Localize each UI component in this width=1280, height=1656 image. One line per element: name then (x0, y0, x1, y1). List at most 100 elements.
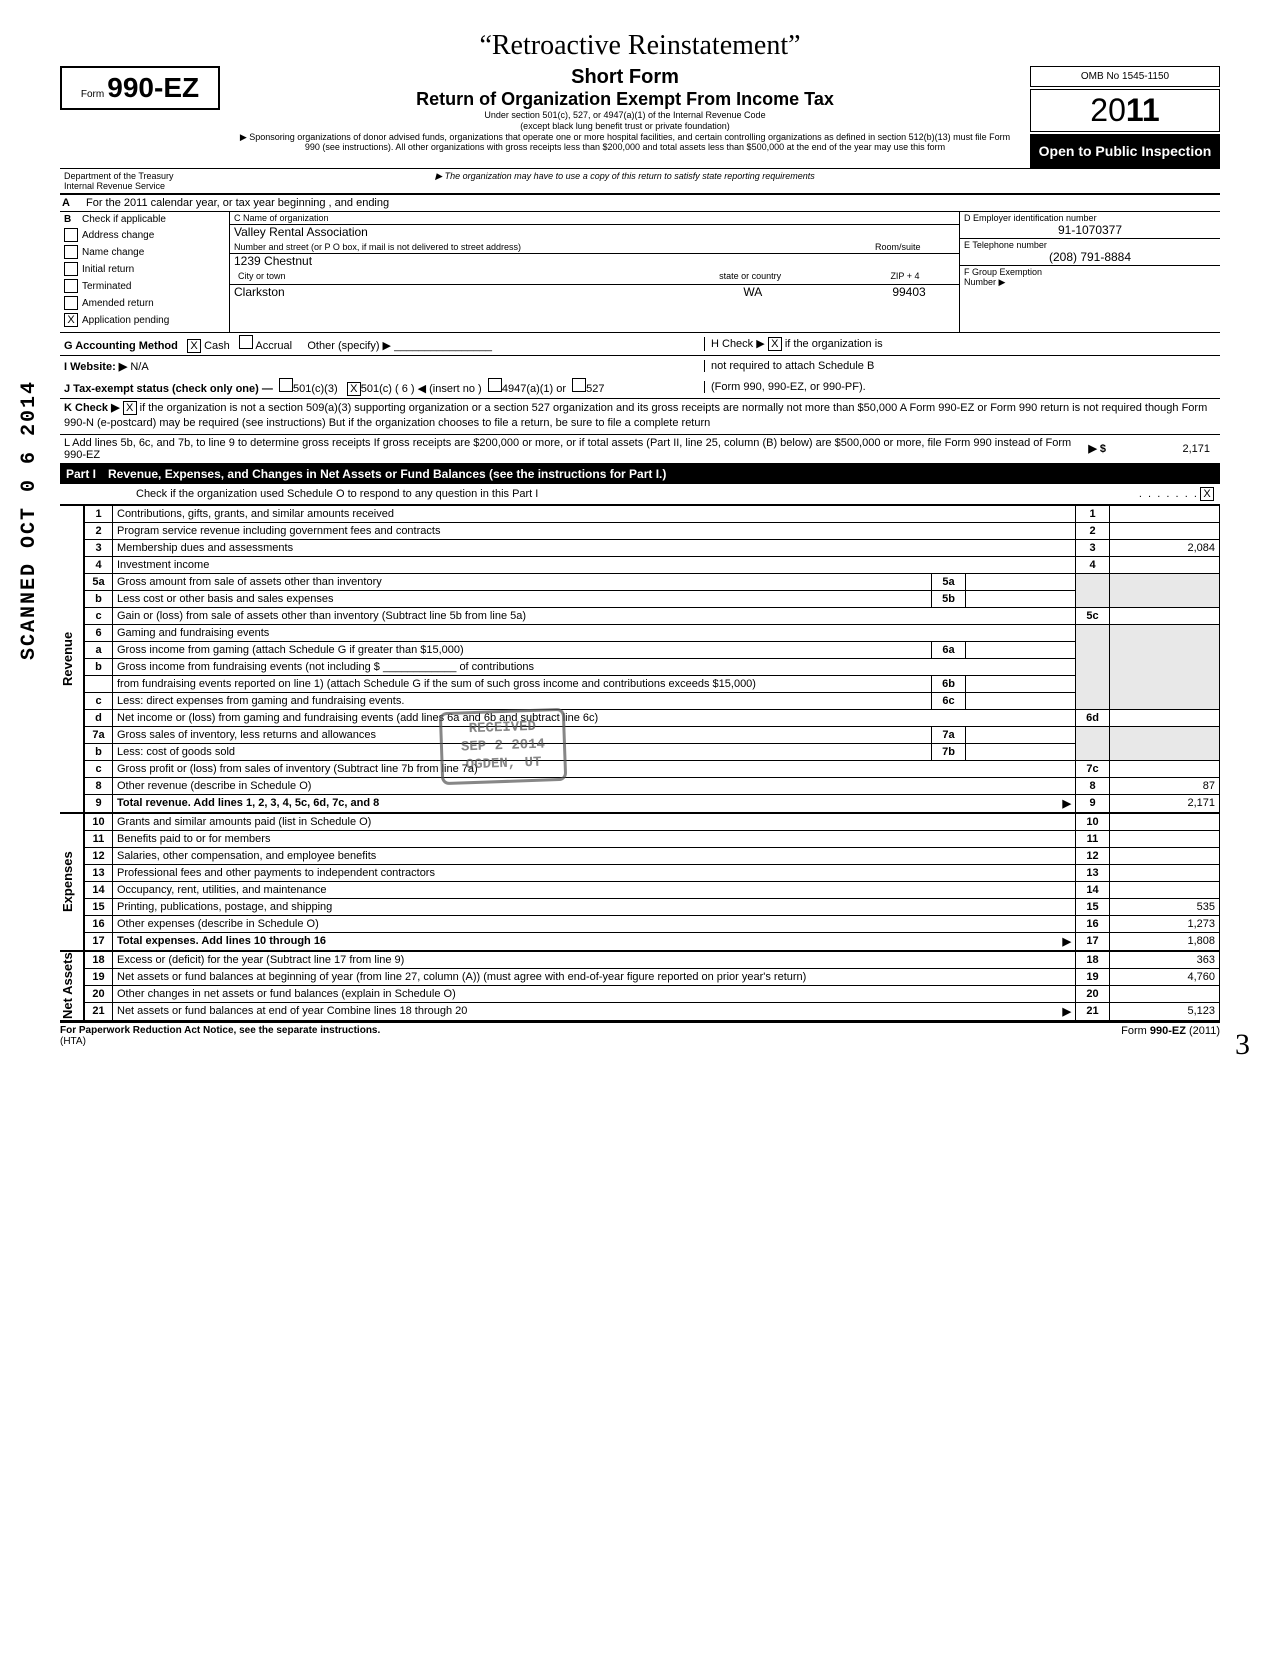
r18-rn: 18 (1076, 951, 1110, 968)
j-527: 527 (586, 383, 604, 395)
r6b-t1-wrap: Gross income from fundraising events (no… (113, 658, 1076, 675)
g-cash: Cash (204, 340, 230, 352)
r8-rv: 87 (1110, 777, 1220, 794)
r15-rn: 15 (1076, 898, 1110, 915)
r11-rn: 11 (1076, 830, 1110, 847)
check-part1-schedo[interactable]: X (1200, 487, 1214, 501)
r5c-n: c (85, 607, 113, 624)
check-pending[interactable]: X (64, 313, 78, 327)
website: N/A (130, 361, 148, 373)
r5-shade-v (1110, 573, 1220, 607)
r10-t: Grants and similar amounts paid (list in… (113, 813, 1076, 830)
handwritten-title: “Retroactive Reinstatement” (60, 30, 1220, 62)
check-501c[interactable]: X (347, 382, 361, 396)
phone: (208) 791-8884 (964, 250, 1216, 264)
r9-arrow: ▶ (1063, 797, 1071, 810)
check-h[interactable]: X (768, 337, 782, 351)
r20-n: 20 (85, 985, 113, 1002)
r9-t: Total revenue. Add lines 1, 2, 3, 4, 5c,… (117, 797, 379, 809)
r9-n: 9 (85, 794, 113, 812)
check-amended[interactable] (64, 296, 78, 310)
expenses-section: Expenses 10Grants and similar amounts pa… (60, 813, 1220, 951)
form-number: 990-EZ (107, 72, 199, 103)
r20-rv (1110, 985, 1220, 1002)
r4-n: 4 (85, 556, 113, 573)
r21-rv: 5,123 (1110, 1002, 1220, 1020)
r13-rv (1110, 864, 1220, 881)
h-text3: (Form 990, 990-EZ, or 990-PF). (711, 381, 866, 393)
r21-arrow: ▶ (1063, 1005, 1071, 1018)
r10-n: 10 (85, 813, 113, 830)
check-527[interactable] (572, 378, 586, 392)
r2-t: Program service revenue including govern… (113, 522, 1076, 539)
r13-rn: 13 (1076, 864, 1110, 881)
r4-t: Investment income (113, 556, 1076, 573)
received-stamp: RECEIVED SEP 2 2014 OGDEN, UT (439, 708, 567, 785)
r17-n: 17 (85, 932, 113, 950)
r21-t-wrap: Net assets or fund balances at end of ye… (113, 1002, 1076, 1020)
line-l: L Add lines 5b, 6c, and 7b, to line 9 to… (60, 435, 1220, 464)
r3-n: 3 (85, 539, 113, 556)
j-4947: 4947(a)(1) or (502, 383, 566, 395)
e-label: E Telephone number (964, 240, 1216, 250)
i-label: I Website: ▶ (64, 361, 127, 373)
expenses-label: Expenses (60, 813, 84, 951)
part-1-title: Revenue, Expenses, and Changes in Net As… (108, 467, 1214, 481)
r13-t: Professional fees and other payments to … (113, 864, 1076, 881)
r5c-rv (1110, 607, 1220, 624)
r5c-rn: 5c (1076, 607, 1110, 624)
org-name: Valley Rental Association (230, 225, 959, 241)
check-address[interactable] (64, 228, 78, 242)
r5a-mv (966, 573, 1076, 590)
r7a-mn: 7a (932, 726, 966, 743)
check-name[interactable] (64, 245, 78, 259)
r19-n: 19 (85, 968, 113, 985)
check-accrual[interactable] (239, 335, 253, 349)
label-b: B (64, 214, 82, 225)
sponsor-note-text: Sponsoring organizations of donor advise… (249, 132, 1010, 153)
check-4947[interactable] (488, 378, 502, 392)
r11-n: 11 (85, 830, 113, 847)
dots: . . . . . . . (1139, 488, 1200, 500)
check-terminated-label: Terminated (82, 281, 131, 292)
year-digits: 11 (1126, 92, 1160, 128)
r5b-n: b (85, 590, 113, 607)
line-i: I Website: ▶ N/A not required to attach … (60, 356, 1220, 376)
line-a: A For the 2011 calendar year, or tax yea… (60, 195, 1220, 212)
part-1-check-row: Check if the organization used Schedule … (60, 484, 1220, 505)
r17-arrow: ▶ (1063, 935, 1071, 948)
zip-label: ZIP + 4 (855, 271, 955, 283)
check-initial[interactable] (64, 262, 78, 276)
omb-box: OMB No 1545-1150 (1030, 66, 1220, 87)
open-public-box: Open to Public Inspection (1030, 134, 1220, 168)
r6a-n: a (85, 641, 113, 658)
r10-rv (1110, 813, 1220, 830)
part-1-header: Part I Revenue, Expenses, and Changes in… (60, 464, 1220, 484)
r6b-n: b (85, 658, 113, 675)
check-k[interactable]: X (123, 401, 137, 415)
check-terminated[interactable] (64, 279, 78, 293)
r19-rv: 4,760 (1110, 968, 1220, 985)
r18-rv: 363 (1110, 951, 1220, 968)
ein: 91-1070377 (964, 223, 1216, 237)
state: WA (647, 285, 859, 301)
r7c-t: Gross profit or (loss) from sales of inv… (113, 760, 1076, 777)
g-accrual: Accrual (255, 340, 292, 352)
check-cash[interactable]: X (187, 339, 201, 353)
city-label-row: City or town state or country ZIP + 4 (230, 270, 959, 285)
r21-n: 21 (85, 1002, 113, 1020)
r12-n: 12 (85, 847, 113, 864)
netassets-section: Net Assets 18Excess or (deficit) for the… (60, 951, 1220, 1021)
r5b-t: Less cost or other basis and sales expen… (113, 590, 932, 607)
footer: For Paperwork Reduction Act Notice, see … (60, 1021, 1220, 1047)
e-row: E Telephone number (208) 791-8884 (960, 239, 1220, 266)
r1-n: 1 (85, 505, 113, 522)
j-label: J Tax-exempt status (check only one) — (64, 383, 273, 395)
r14-t: Occupancy, rent, utilities, and maintena… (113, 881, 1076, 898)
r2-rn: 2 (1076, 522, 1110, 539)
r9-t-wrap: Total revenue. Add lines 1, 2, 3, 4, 5c,… (113, 794, 1076, 812)
check-501c3[interactable] (279, 378, 293, 392)
l-text: L Add lines 5b, 6c, and 7b, to line 9 to… (64, 437, 1088, 461)
part-1-num: Part I (66, 467, 96, 481)
r17-t: Total expenses. Add lines 10 through 16 (117, 935, 326, 947)
